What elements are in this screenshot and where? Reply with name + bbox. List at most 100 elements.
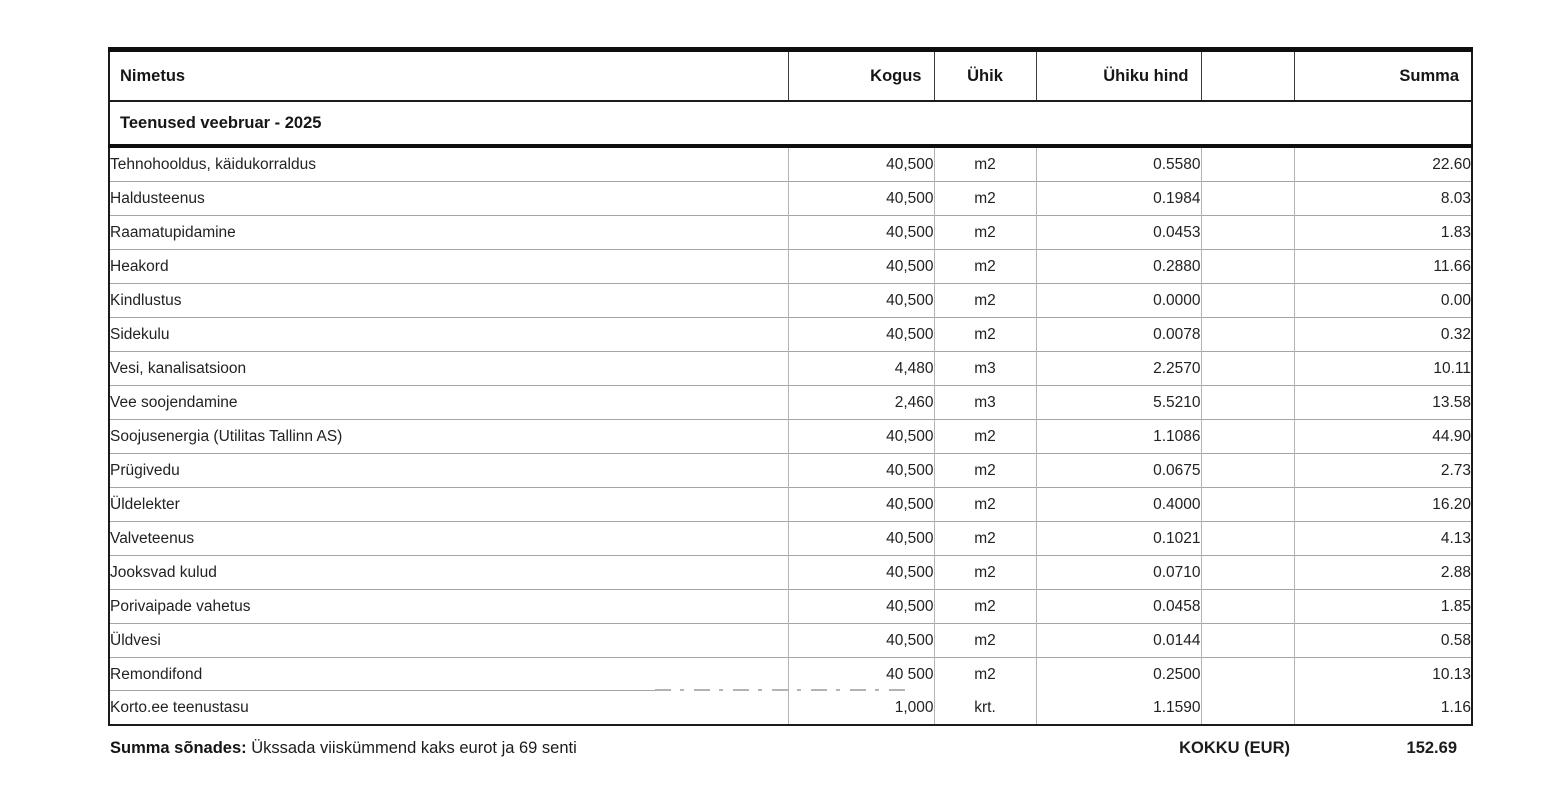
cell-unit-price: 0.1984 <box>1036 181 1202 216</box>
cell-blank <box>1201 521 1295 556</box>
cell-sum: 0.32 <box>1294 317 1472 352</box>
table-row: Korto.ee teenustasu 1,000 krt. 1.1590 1.… <box>109 691 1472 725</box>
column-header-uhiku-hind: Ühiku hind <box>1036 49 1202 102</box>
column-header-kogus: Kogus <box>788 49 935 102</box>
cell-sum: 22.60 <box>1294 145 1472 182</box>
table-row: Jooksvad kulud 40,500 m2 0.0710 2.88 <box>109 555 1472 590</box>
cell-blank <box>1201 181 1295 216</box>
cell-name: Vesi, kanalisatsioon <box>109 351 789 386</box>
cell-unit: m2 <box>934 317 1037 352</box>
cell-name: Soojusenergia (Utilitas Tallinn AS) <box>109 419 789 454</box>
cell-unit: m2 <box>934 521 1037 556</box>
cell-name: Kindlustus <box>109 283 789 318</box>
cell-unit: m2 <box>934 453 1037 488</box>
cell-unit: m2 <box>934 623 1037 658</box>
cell-unit: m2 <box>934 249 1037 284</box>
cell-name: Porivaipade vahetus <box>109 589 789 624</box>
table-row: Sidekulu 40,500 m2 0.0078 0.32 <box>109 317 1472 352</box>
section-title: Teenused veebruar - 2025 <box>109 101 1472 148</box>
cell-sum: 1.85 <box>1294 589 1472 624</box>
cell-blank <box>1201 249 1295 284</box>
cell-quantity: 40,500 <box>788 521 935 556</box>
cell-blank <box>1201 589 1295 624</box>
cell-name: Üldelekter <box>109 487 789 522</box>
cell-name: Haldusteenus <box>109 181 789 216</box>
cell-sum: 0.00 <box>1294 283 1472 318</box>
cell-name: Jooksvad kulud <box>109 555 789 590</box>
cell-sum: 2.88 <box>1294 555 1472 590</box>
table-row: Soojusenergia (Utilitas Tallinn AS) 40,5… <box>109 419 1472 454</box>
column-header-uhik: Ühik <box>934 49 1037 102</box>
cell-sum: 13.58 <box>1294 385 1472 420</box>
cell-name: Remondifond <box>109 657 789 691</box>
cell-unit-price: 0.0078 <box>1036 317 1202 352</box>
cell-unit: m2 <box>934 145 1037 182</box>
amount-in-words-label: Summa sõnades: <box>110 739 247 757</box>
cell-unit-price: 0.0458 <box>1036 589 1202 624</box>
totals-row: Summa sõnades: Ükssada viiskümmend kaks … <box>108 739 1471 765</box>
cell-quantity: 40,500 <box>788 487 935 522</box>
cell-quantity: 40,500 <box>788 623 935 658</box>
cell-unit: m2 <box>934 555 1037 590</box>
cell-unit: krt. <box>934 691 1037 725</box>
cell-blank <box>1201 317 1295 352</box>
cell-quantity: 40,500 <box>788 453 935 488</box>
cell-blank <box>1201 419 1295 454</box>
cell-unit-price: 0.0453 <box>1036 215 1202 250</box>
cell-sum: 1.83 <box>1294 215 1472 250</box>
cell-unit-price: 0.0144 <box>1036 623 1202 658</box>
amount-in-words-text: Ükssada viiskümmend kaks eurot ja 69 sen… <box>251 739 577 757</box>
cell-sum: 11.66 <box>1294 249 1472 284</box>
table-body: Teenused veebruar - 2025 Tehnohooldus, k… <box>109 101 1472 725</box>
cell-blank <box>1201 453 1295 488</box>
row-separator-line <box>110 690 655 691</box>
cell-unit: m2 <box>934 215 1037 250</box>
cell-sum: 4.13 <box>1294 521 1472 556</box>
total-label: KOKKU (EUR) <box>1179 739 1290 757</box>
cell-unit: m2 <box>934 283 1037 318</box>
header-row: Nimetus Kogus Ühik Ühiku hind Summa <box>109 49 1472 102</box>
cell-quantity: 4,480 <box>788 351 935 386</box>
cell-unit-price: 0.0675 <box>1036 453 1202 488</box>
cell-quantity: 40,500 <box>788 283 935 318</box>
cell-blank <box>1201 657 1295 691</box>
table-row: Prügivedu 40,500 m2 0.0675 2.73 <box>109 453 1472 488</box>
cell-name: Korto.ee teenustasu <box>109 691 789 725</box>
amount-in-words: Summa sõnades: Ükssada viiskümmend kaks … <box>110 739 577 758</box>
cell-sum: 2.73 <box>1294 453 1472 488</box>
total-value: 152.69 <box>1406 739 1457 757</box>
table-row: Tehnohooldus, käidukorraldus 40,500 m2 0… <box>109 145 1472 182</box>
cell-name: Sidekulu <box>109 317 789 352</box>
cell-blank <box>1201 691 1295 725</box>
column-header-nimetus: Nimetus <box>109 49 789 102</box>
section-row: Teenused veebruar - 2025 <box>109 101 1472 148</box>
cell-unit: m2 <box>934 419 1037 454</box>
cell-unit-price: 0.2880 <box>1036 249 1202 284</box>
table-row: Vee soojendamine 2,460 m3 5.5210 13.58 <box>109 385 1472 420</box>
scan-artifact-dash-line <box>655 689 908 691</box>
table-header: Nimetus Kogus Ühik Ühiku hind Summa <box>109 49 1472 102</box>
cell-quantity: 1,000 <box>788 691 935 725</box>
cell-unit-price: 1.1590 <box>1036 691 1202 725</box>
cell-name: Vee soojendamine <box>109 385 789 420</box>
cell-name: Prügivedu <box>109 453 789 488</box>
cell-blank <box>1201 487 1295 522</box>
table-row: Haldusteenus 40,500 m2 0.1984 8.03 <box>109 181 1472 216</box>
cell-quantity: 40,500 <box>788 215 935 250</box>
cell-quantity: 40,500 <box>788 589 935 624</box>
cell-unit-price: 0.0000 <box>1036 283 1202 318</box>
cell-name: Tehnohooldus, käidukorraldus <box>109 145 789 182</box>
cell-unit-price: 2.2570 <box>1036 351 1202 386</box>
table-row: Valveteenus 40,500 m2 0.1021 4.13 <box>109 521 1472 556</box>
cell-quantity: 40,500 <box>788 419 935 454</box>
cell-quantity: 40,500 <box>788 181 935 216</box>
cell-unit: m2 <box>934 487 1037 522</box>
cell-unit-price: 0.4000 <box>1036 487 1202 522</box>
cell-quantity: 40 500 <box>788 657 935 691</box>
table-row: Kindlustus 40,500 m2 0.0000 0.00 <box>109 283 1472 318</box>
cell-quantity: 2,460 <box>788 385 935 420</box>
cell-unit-price: 0.1021 <box>1036 521 1202 556</box>
cell-sum: 8.03 <box>1294 181 1472 216</box>
table-row: Vesi, kanalisatsioon 4,480 m3 2.2570 10.… <box>109 351 1472 386</box>
